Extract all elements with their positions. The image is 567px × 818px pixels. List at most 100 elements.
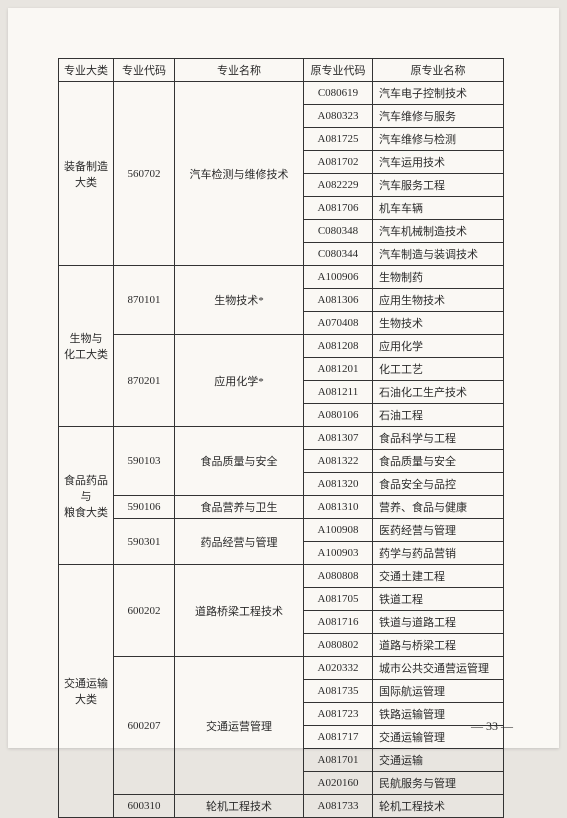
cell-old-name: 汽车机械制造技术: [373, 220, 504, 243]
cell-old-name: 道路与桥梁工程: [373, 634, 504, 657]
cell-old-name: 国际航运管理: [373, 680, 504, 703]
cell-old-code: A081717: [304, 726, 373, 749]
cell-old-code: A081306: [304, 289, 373, 312]
cell-old-code: A081723: [304, 703, 373, 726]
cell-old-name: 食品科学与工程: [373, 427, 504, 450]
table-row: 590106食品营养与卫生A081310营养、食品与健康: [59, 496, 504, 519]
table-row: 600207交通运营管理A020332城市公共交通营运管理: [59, 657, 504, 680]
cell-major-name: 交通运营管理: [175, 657, 304, 795]
cell-old-code: A081702: [304, 151, 373, 174]
cell-old-code: A080802: [304, 634, 373, 657]
cell-old-name: 食品质量与安全: [373, 450, 504, 473]
cell-old-code: A081307: [304, 427, 373, 450]
table-row: 交通运输大类600202道路桥梁工程技术A080808交通土建工程: [59, 565, 504, 588]
cell-old-code: C080348: [304, 220, 373, 243]
cell-old-name: 铁道工程: [373, 588, 504, 611]
table-row: 装备制造大类560702汽车检测与维修技术C080619汽车电子控制技术: [59, 82, 504, 105]
cell-old-name: 城市公共交通营运管理: [373, 657, 504, 680]
cell-old-name: 应用生物技术: [373, 289, 504, 312]
header-row: 专业大类 专业代码 专业名称 原专业代码 原专业名称: [59, 59, 504, 82]
cell-major-code: 590106: [114, 496, 175, 519]
cell-old-name: 石油化工生产技术: [373, 381, 504, 404]
cell-old-name: 医药经营与管理: [373, 519, 504, 542]
cell-major-code: 870101: [114, 266, 175, 335]
cell-old-name: 交通土建工程: [373, 565, 504, 588]
cell-major-name: 食品质量与安全: [175, 427, 304, 496]
cell-old-code: A081733: [304, 795, 373, 818]
th-name: 专业名称: [175, 59, 304, 82]
cell-old-name: 营养、食品与健康: [373, 496, 504, 519]
cell-old-code: A081716: [304, 611, 373, 634]
cell-category: 食品药品与粮食大类: [59, 427, 114, 565]
cell-old-code: A080808: [304, 565, 373, 588]
cell-category: 生物与化工大类: [59, 266, 114, 427]
cell-old-code: A081211: [304, 381, 373, 404]
cell-old-name: 铁道与道路工程: [373, 611, 504, 634]
cell-major-name: 应用化学*: [175, 335, 304, 427]
cell-old-name: 食品安全与品控: [373, 473, 504, 496]
cell-old-code: A081701: [304, 749, 373, 772]
cell-old-name: 交通运输: [373, 749, 504, 772]
cell-old-code: A081201: [304, 358, 373, 381]
cell-old-name: 生物技术: [373, 312, 504, 335]
cell-old-name: 药学与药品营销: [373, 542, 504, 565]
cell-major-code: 600310: [114, 795, 175, 818]
cell-old-name: 民航服务与管理: [373, 772, 504, 795]
cell-old-name: 轮机工程技术: [373, 795, 504, 818]
table-row: 590301药品经营与管理A100908医药经营与管理: [59, 519, 504, 542]
cell-old-name: 生物制药: [373, 266, 504, 289]
cell-old-name: 汽车维修与服务: [373, 105, 504, 128]
cell-old-code: C080619: [304, 82, 373, 105]
table-row: 生物与化工大类870101生物技术*A100906生物制药: [59, 266, 504, 289]
cell-old-code: A100906: [304, 266, 373, 289]
cell-old-name: 汽车维修与检测: [373, 128, 504, 151]
cell-old-code: A020332: [304, 657, 373, 680]
cell-major-code: 870201: [114, 335, 175, 427]
th-cat: 专业大类: [59, 59, 114, 82]
cell-major-code: 600202: [114, 565, 175, 657]
cell-old-code: A080323: [304, 105, 373, 128]
table-row: 600310轮机工程技术A081733轮机工程技术: [59, 795, 504, 818]
majors-table: 专业大类 专业代码 专业名称 原专业代码 原专业名称 装备制造大类560702汽…: [58, 58, 504, 818]
cell-category: 交通运输大类: [59, 565, 114, 818]
cell-category: 装备制造大类: [59, 82, 114, 266]
cell-major-code: 590103: [114, 427, 175, 496]
cell-old-code: A081705: [304, 588, 373, 611]
cell-major-name: 食品营养与卫生: [175, 496, 304, 519]
page-number: — 33 —: [471, 719, 513, 734]
cell-old-code: A081322: [304, 450, 373, 473]
cell-major-name: 药品经营与管理: [175, 519, 304, 565]
cell-old-code: A070408: [304, 312, 373, 335]
th-code: 专业代码: [114, 59, 175, 82]
cell-old-name: 汽车电子控制技术: [373, 82, 504, 105]
cell-old-code: A100908: [304, 519, 373, 542]
cell-old-code: A100903: [304, 542, 373, 565]
cell-old-code: A080106: [304, 404, 373, 427]
cell-old-name: 应用化学: [373, 335, 504, 358]
cell-major-name: 生物技术*: [175, 266, 304, 335]
cell-major-name: 轮机工程技术: [175, 795, 304, 818]
cell-old-name: 石油工程: [373, 404, 504, 427]
th-oname: 原专业名称: [373, 59, 504, 82]
cell-major-name: 道路桥梁工程技术: [175, 565, 304, 657]
cell-old-name: 机车车辆: [373, 197, 504, 220]
th-ocode: 原专业代码: [304, 59, 373, 82]
cell-old-name: 化工工艺: [373, 358, 504, 381]
cell-old-code: A081320: [304, 473, 373, 496]
cell-old-code: C080344: [304, 243, 373, 266]
cell-old-code: A020160: [304, 772, 373, 795]
cell-old-code: A081706: [304, 197, 373, 220]
cell-old-name: 汽车运用技术: [373, 151, 504, 174]
cell-old-code: A081725: [304, 128, 373, 151]
cell-old-code: A081735: [304, 680, 373, 703]
cell-old-code: A082229: [304, 174, 373, 197]
cell-major-code: 600207: [114, 657, 175, 795]
cell-old-name: 汽车服务工程: [373, 174, 504, 197]
cell-old-code: A081208: [304, 335, 373, 358]
cell-old-name: 汽车制造与装调技术: [373, 243, 504, 266]
table-row: 食品药品与粮食大类590103食品质量与安全A081307食品科学与工程: [59, 427, 504, 450]
cell-major-code: 560702: [114, 82, 175, 266]
page: 专业大类 专业代码 专业名称 原专业代码 原专业名称 装备制造大类560702汽…: [8, 8, 559, 748]
cell-old-code: A081310: [304, 496, 373, 519]
cell-major-code: 590301: [114, 519, 175, 565]
